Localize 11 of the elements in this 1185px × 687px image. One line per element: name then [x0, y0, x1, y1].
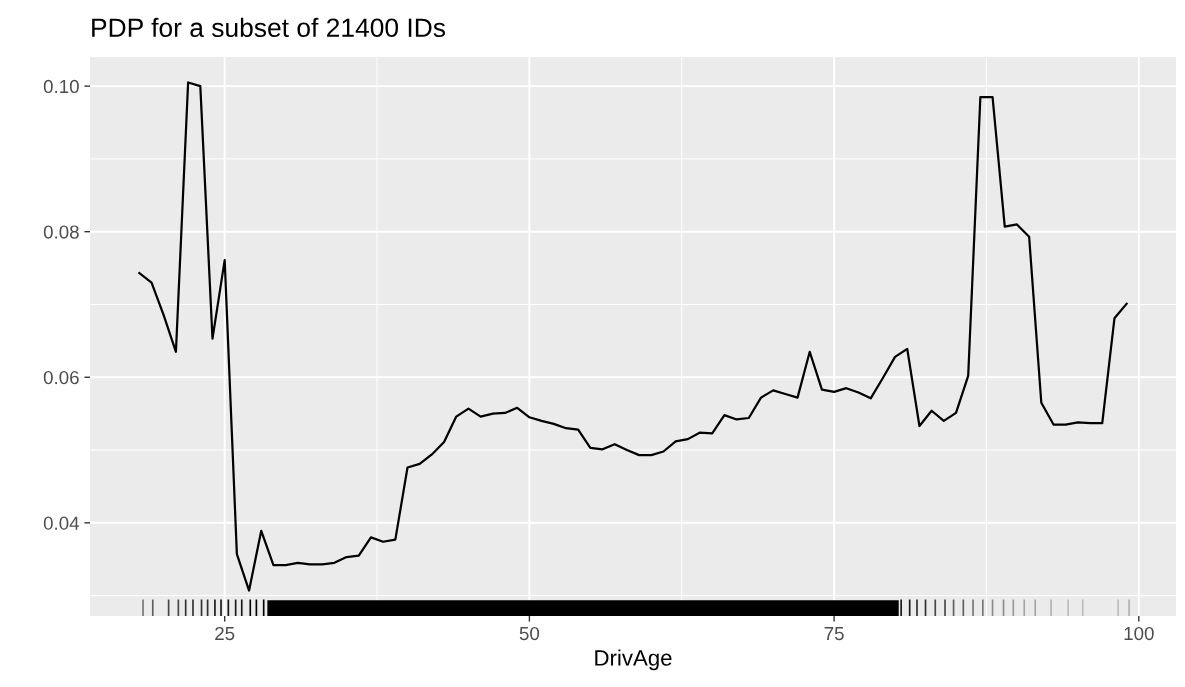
y-tick-label: 0.06	[43, 370, 79, 385]
x-tick-label: 100	[1124, 626, 1154, 641]
chart-title: PDP for a subset of 21400 IDs	[92, 17, 446, 38]
y-tick-label: 0.10	[43, 79, 79, 94]
y-tick-label: 0.04	[43, 516, 80, 530]
line-series	[138, 81, 1128, 592]
x-axis-title: DrivAge	[595, 649, 672, 671]
x-tick-label: 50	[519, 626, 540, 641]
x-tick-label: 75	[824, 627, 844, 641]
y-tick-label: 0.08	[43, 225, 79, 239]
x-tick-label: 25	[215, 626, 235, 641]
